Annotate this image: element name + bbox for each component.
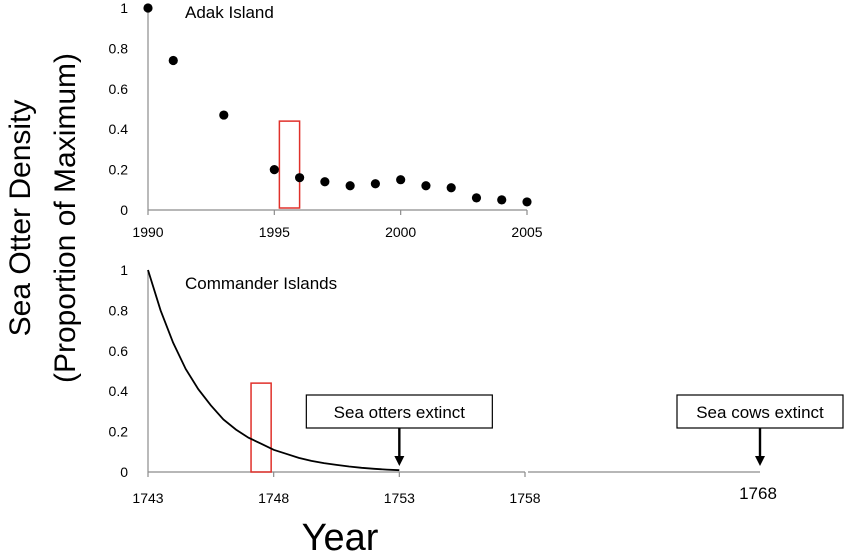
adak-data-point [421, 181, 431, 191]
adak-highlight-box [278, 120, 301, 209]
sea-cows-extinct-annotation: Sea cows extinct [676, 394, 844, 466]
adak-data-point [370, 179, 380, 189]
y-axis-label-line1: Sea Otter Density [4, 100, 37, 337]
commander-y-tick-label: 0.8 [109, 302, 129, 318]
adak-x-tick-label: 2005 [511, 224, 542, 240]
adak-x-tick-label: 1990 [132, 224, 163, 240]
adak-data-point [295, 173, 305, 183]
annotation-arrow-head [755, 456, 765, 466]
commander-y-tick-label: 0 [120, 464, 128, 480]
adak-data-point [168, 55, 178, 66]
commander-x-tick-label-1768: 1768 [739, 484, 777, 503]
annotation-label: Sea otters extinct [334, 403, 466, 422]
adak-data-point [269, 165, 279, 175]
annotation-box [676, 394, 844, 429]
adak-data-point [396, 175, 406, 185]
adak-y-tick-label: 0.2 [109, 162, 129, 178]
adak-island-panel: Adak Island 0 0.2 0.4 0.6 0.8 1 1990 1995 2000 2… [109, 0, 543, 240]
commander-y-tick-label: 0.4 [109, 383, 129, 399]
commander-y-tick-label: 0.6 [109, 343, 129, 359]
commander-title: Commander Islands [185, 274, 337, 293]
commander-x-tick-label: 1758 [509, 490, 540, 506]
y-axis-label-line2: (Proportion of Maximum) [49, 53, 82, 383]
adak-x-tick-label: 1995 [259, 224, 290, 240]
adak-data-point [446, 183, 456, 193]
adak-y-tick-label: 0.6 [109, 81, 129, 97]
adak-data-point [522, 197, 532, 207]
adak-y-tick-label: 0.4 [109, 121, 129, 137]
sea-otters-extinct-annotation: Sea otters extinct [305, 394, 493, 466]
commander-x-tick-label: 1753 [384, 490, 415, 506]
adak-data-point [219, 110, 229, 120]
adak-x-tick-label: 2000 [385, 224, 416, 240]
commander-highlight-box [250, 382, 272, 473]
annotation-box [305, 394, 493, 429]
adak-data-point [143, 3, 153, 13]
commander-x-tick-label: 1743 [132, 490, 163, 506]
adak-y-tick-label: 0 [120, 202, 128, 218]
density-curve [147, 269, 400, 472]
adak-data-point [345, 181, 355, 191]
adak-data-point [497, 195, 507, 205]
commander-y-tick-label: 0.2 [109, 424, 129, 440]
commander-islands-panel: Commander Islands 0 0.2 0.4 0.6 0.8 1 1743 174… [109, 262, 844, 506]
adak-data-point [471, 193, 482, 203]
annotation-label: Sea cows extinct [696, 403, 824, 422]
commander-x-tick-label: 1748 [258, 490, 289, 506]
adak-y-tick-label: 0.8 [109, 40, 129, 56]
commander-y-tick-label: 1 [120, 262, 128, 278]
annotation-arrow-head [394, 456, 405, 466]
adak-data-point [320, 177, 330, 187]
adak-y-tick-label: 1 [120, 0, 128, 16]
x-axis-label: Year [302, 517, 379, 555]
adak-title: Adak Island [185, 3, 274, 22]
